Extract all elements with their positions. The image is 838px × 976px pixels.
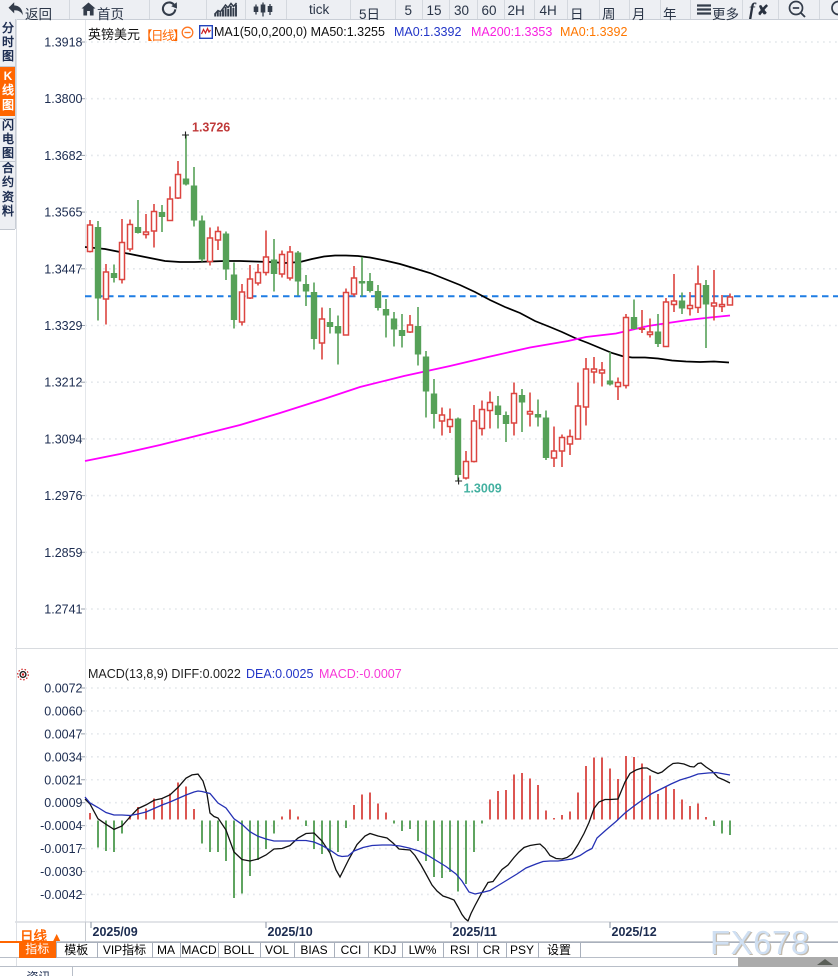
svg-text:1.3918: 1.3918 bbox=[44, 36, 82, 50]
svg-text:0.0072: 0.0072 bbox=[44, 682, 82, 696]
svg-text:1.2976: 1.2976 bbox=[44, 489, 82, 503]
svg-text:0.0060: 0.0060 bbox=[44, 704, 82, 718]
svg-text:2025/12: 2025/12 bbox=[612, 925, 657, 939]
svg-text:0.0034: 0.0034 bbox=[44, 750, 82, 764]
svg-text:1.3212: 1.3212 bbox=[44, 376, 82, 390]
svg-text:-0.0004: -0.0004 bbox=[40, 819, 82, 833]
svg-text:-0.0030: -0.0030 bbox=[40, 865, 82, 879]
svg-text:1.2859: 1.2859 bbox=[44, 546, 82, 560]
svg-text:1.3329: 1.3329 bbox=[44, 319, 82, 333]
svg-text:1.3800: 1.3800 bbox=[44, 92, 82, 106]
svg-text:1.3009: 1.3009 bbox=[464, 482, 502, 496]
svg-text:1.3565: 1.3565 bbox=[44, 206, 82, 220]
svg-text:0.0009: 0.0009 bbox=[44, 796, 82, 810]
svg-text:-0.0042: -0.0042 bbox=[40, 888, 82, 902]
svg-text:2025/11: 2025/11 bbox=[453, 925, 498, 939]
svg-text:0.0047: 0.0047 bbox=[44, 727, 82, 741]
svg-text:1.3094: 1.3094 bbox=[44, 432, 82, 446]
svg-text:1.3447: 1.3447 bbox=[44, 262, 82, 276]
svg-text:2025/10: 2025/10 bbox=[268, 925, 313, 939]
svg-text:2025/09: 2025/09 bbox=[93, 925, 138, 939]
svg-text:1.3682: 1.3682 bbox=[44, 149, 82, 163]
svg-text:1.2741: 1.2741 bbox=[44, 603, 82, 617]
svg-text:0.0021: 0.0021 bbox=[44, 773, 82, 787]
svg-text:-0.0017: -0.0017 bbox=[40, 842, 82, 856]
svg-text:1.3726: 1.3726 bbox=[192, 121, 230, 135]
